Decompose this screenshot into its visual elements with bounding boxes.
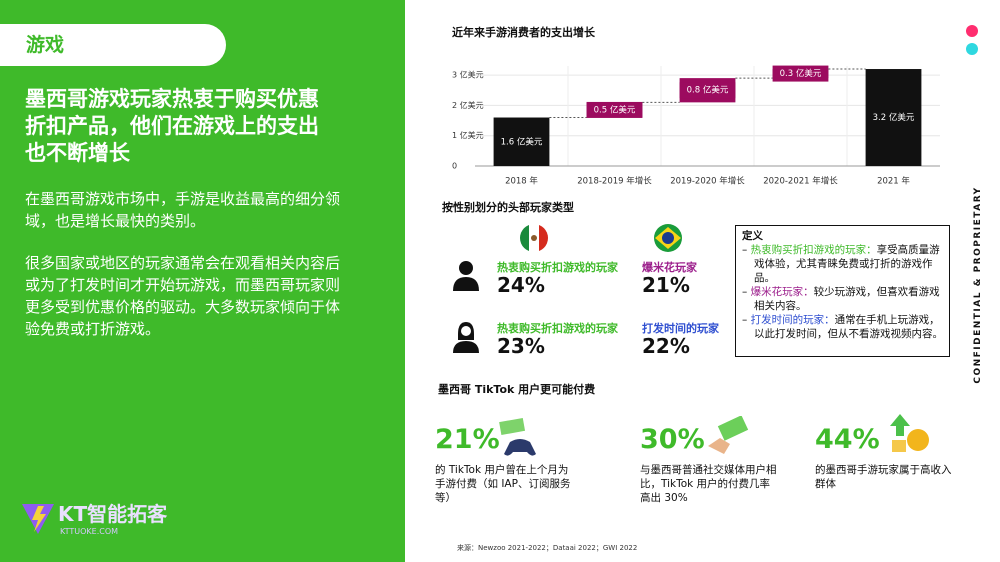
chart-title: 近年来手游消费者的支出增长	[452, 25, 596, 39]
term: 打发时间的玩家：	[750, 314, 835, 326]
line: 域，也是增长最快的类别。	[25, 212, 206, 230]
logo-name: KT智能拓客	[58, 502, 168, 526]
line: 很多国家或地区的玩家通常会在观看相关内容后	[25, 254, 341, 272]
stat-value: 30%	[640, 424, 705, 455]
bar	[493, 117, 550, 166]
source: 来源：Newzoo 2021-2022；Dataai 2022；GWI 2022	[457, 544, 638, 552]
x-tick-label: 2018 年	[505, 176, 538, 187]
definitions: 定义 – 热衷购买折扣游戏的玩家：享受高质量游戏体验，尤其青睐免费或打折的游戏作…	[735, 225, 950, 357]
stat-text: 的 TikTok 用户曾在上个月为手游付费（如 IAP、订阅服务等）	[435, 464, 571, 504]
y-tick-label: 0	[452, 162, 457, 171]
flag-mexico	[520, 224, 548, 252]
body: 在墨西哥游戏市场中，手游是收益最高的细分领 域，也是增长最快的类别。 很多国家或地…	[25, 188, 340, 360]
decor-dots	[966, 25, 978, 55]
female-icon	[453, 322, 479, 353]
line: 验免费或打折游戏。	[25, 320, 161, 338]
green-panel	[0, 0, 405, 562]
headline-line: 折扣产品，他们在游戏上的支出	[25, 114, 319, 138]
line: 在墨西哥游戏市场中，手游是收益最高的细分领	[25, 190, 341, 208]
value-label: 0.3 亿美元	[780, 68, 822, 79]
paragraph: 很多国家或地区的玩家通常会在观看相关内容后 或为了打发时间才开始玩游戏，而墨西哥玩…	[25, 252, 340, 340]
stat-value: 44%	[815, 424, 880, 455]
player-share: 21%	[642, 273, 690, 297]
definition: – 热衷购买折扣游戏的玩家：享受高质量游戏体验，尤其青睐免费或打折的游戏作品。	[742, 244, 940, 284]
bar	[865, 69, 922, 166]
x-tick-label: 2018-2019 年增长	[577, 176, 652, 187]
male-icon	[453, 261, 479, 291]
value-label: 1.6 亿美元	[501, 136, 543, 147]
player-share: 22%	[642, 334, 690, 358]
logo-icon	[22, 504, 54, 534]
stat-text: 的墨西哥手游玩家属于高收入群体	[815, 464, 952, 490]
definition-text: 较少玩游戏，但喜欢看游戏相关内容。	[754, 286, 940, 312]
label-box	[679, 82, 736, 99]
x-tick-label: 2021 年	[877, 176, 910, 187]
player-type: 热衷购买折扣游戏的玩家	[497, 261, 618, 274]
label-box	[772, 65, 829, 82]
x-tick-label: 2019-2020 年增长	[670, 176, 745, 187]
player-share: 23%	[497, 334, 545, 358]
value-label: 0.8 亿美元	[687, 85, 729, 96]
term: 热衷购买折扣游戏的玩家：	[750, 244, 877, 256]
flag-brazil	[654, 224, 682, 252]
line: 或为了打发时间才开始玩游戏，而墨西哥玩家则	[25, 276, 341, 294]
x-tick-label: 2020-2021 年增长	[763, 176, 838, 187]
stat-text: 与墨西哥普通社交媒体用户相比，TikTok 用户的付费几率高出 30%	[640, 464, 777, 504]
label-box	[586, 101, 643, 118]
y-tick-label: 1 亿美元	[452, 130, 484, 140]
coins-icon	[890, 414, 929, 452]
game-icon	[499, 418, 536, 456]
player-type: 打发时间的玩家	[642, 322, 719, 335]
definition: – 打发时间的玩家：通常在手机上玩游戏，以此打发时间，但从不看游戏视频内容。	[742, 314, 943, 340]
definition: – 爆米花玩家：较少玩游戏，但喜欢看游戏相关内容。	[742, 286, 940, 312]
section-title: 墨西哥 TikTok 用户更可能付费	[438, 383, 596, 396]
definition-text: 享受高质量游戏体验，尤其青睐免费或打折的游戏作品。	[754, 244, 940, 284]
y-tick-label: 2 亿美元	[452, 100, 484, 110]
chart: 近年来手游消费者的支出增长 0 1 亿美元 2 亿美元 3 亿美元 2018 年 1.6 …	[452, 25, 940, 187]
logo: KT智能拓客 KTTUOKE.COM	[20, 498, 167, 536]
player-type: 爆米花玩家	[642, 261, 697, 274]
money-icon	[708, 416, 749, 454]
section-title: 按性别划分的头部玩家类型	[442, 201, 574, 214]
definitions-title: 定义	[742, 230, 763, 242]
logo-url: KTTUOKE.COM	[60, 527, 119, 536]
term: 爆米花玩家：	[750, 286, 814, 298]
player-share: 24%	[497, 273, 545, 297]
y-tick-label: 3 亿美元	[452, 70, 484, 80]
headline-line: 墨西哥游戏玩家热衷于购买优惠	[25, 87, 319, 111]
paragraph: 在墨西哥游戏市场中，手游是收益最高的细分领 域，也是增长最快的类别。	[25, 188, 340, 232]
confidential: CONFIDENTIAL & PROPRIETARY	[973, 186, 983, 384]
section-tag: 游戏	[0, 24, 226, 66]
line: 更多受到优惠价格的驱动。大多数玩家倾向于体	[25, 298, 341, 316]
definition-text: 通常在手机上玩游戏，以此打发时间，但从不看游戏视频内容。	[754, 314, 943, 340]
headline-line: 也不断增长	[25, 141, 130, 165]
player-type: 热衷购买折扣游戏的玩家	[497, 322, 618, 335]
headline: 墨西哥游戏玩家热衷于购买优惠 折扣产品，他们在游戏上的支出 也不断增长	[25, 86, 319, 167]
stat-value: 21%	[435, 424, 500, 455]
value-label: 3.2 亿美元	[873, 112, 915, 123]
value-label: 0.5 亿美元	[594, 104, 636, 115]
